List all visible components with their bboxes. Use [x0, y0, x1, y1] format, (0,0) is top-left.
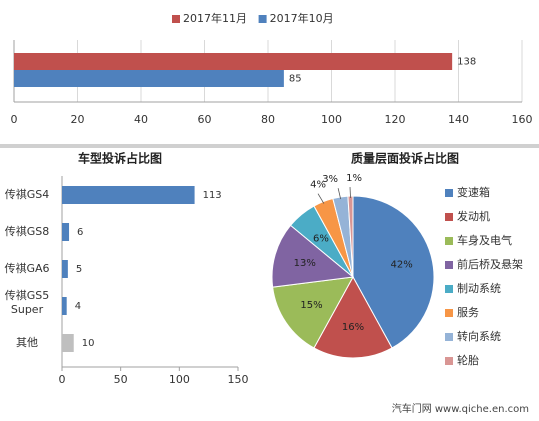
pie-value-label-0: 42%: [391, 260, 413, 271]
chart-title: 车型投诉占比图: [78, 151, 162, 166]
legend-swatch-2: [445, 237, 453, 245]
bar-value-label-1: 6: [77, 227, 83, 238]
x-tick-label-5: 100: [321, 113, 342, 126]
category-label-3: 传祺GS5 Super: [5, 289, 50, 316]
legend-label-0: 变速箱: [457, 185, 490, 199]
legend-swatch-1: [258, 15, 267, 23]
pie-slice-0: [352, 195, 435, 349]
monthly-complaints-chart: 2017年11月 2017年10月 0 20 40 60 80 100 120 140 160 138…: [11, 11, 533, 126]
pie-slice-1: [313, 275, 393, 359]
pie-value-label-2: 15%: [300, 300, 322, 311]
legend-label-2: 车身及电气: [457, 233, 512, 247]
legend-label-4: 制动系统: [457, 282, 501, 295]
pie-leader-line-7: [349, 187, 351, 199]
watermark-text: 汽车门网 www.qiche.en.com: [391, 404, 529, 415]
pie-slice-2: [272, 276, 354, 349]
x-tick-label-1: 20: [71, 113, 85, 126]
x-tick-label-0: 0: [11, 113, 18, 126]
legend-swatch-3: [445, 261, 453, 269]
pie-value-label-7: 1%: [346, 173, 362, 184]
bar-value-label-1: 85: [289, 74, 302, 85]
bar-series-0: [14, 53, 453, 70]
pie-value-label-6: 3%: [322, 174, 338, 185]
pie-value-label-3: 13%: [294, 258, 316, 269]
legend-swatch-1: [445, 213, 453, 221]
bar-value-label-4: 10: [82, 338, 95, 349]
x-tick-label-2: 40: [134, 113, 148, 126]
legend-swatch-0: [445, 189, 453, 197]
bar-4: [62, 334, 74, 352]
pie-leader-line-5: [317, 193, 325, 204]
bar-series-1: [14, 70, 284, 87]
legend-swatch-0: [172, 15, 180, 23]
section-divider: [0, 144, 539, 148]
category-label-1: 传祺GS8: [5, 225, 50, 238]
x-tick-label-4: 80: [261, 113, 275, 126]
pie-leader-line-6: [337, 188, 342, 200]
bar-value-label-3: 4: [75, 301, 81, 312]
bar-3: [62, 297, 67, 315]
legend-label-3: 前后桥及悬架: [457, 257, 523, 271]
pie-value-label-4: 6%: [313, 233, 329, 244]
legend-swatch-7: [445, 357, 453, 365]
legend-label-0: 2017年11月: [183, 11, 247, 25]
pie-value-label-1: 16%: [342, 322, 364, 333]
x-tick-label-2: 100: [169, 373, 190, 386]
chart-title: 质量层面投诉占比图: [351, 151, 459, 166]
bar-0: [62, 186, 195, 204]
model-complaint-chart: 车型投诉占比图 113 传祺GS4 6 传祺GS8 5 传祺GA6 4 传祺GS5 Super 10…: [4, 151, 249, 387]
category-label-0: 传祺GS4: [5, 188, 50, 201]
category-label-4: 其他: [16, 336, 38, 349]
x-tick-label-3: 150: [228, 373, 249, 386]
legend-label-7: 轮胎: [457, 353, 479, 367]
legend-label-5: 服务: [457, 306, 479, 319]
bar-value-label-0: 138: [457, 57, 476, 68]
x-tick-label-1: 50: [114, 373, 128, 386]
legend-label-1: 2017年10月: [270, 11, 334, 25]
x-tick-label-0: 0: [59, 373, 66, 386]
x-tick-label-7: 140: [448, 113, 469, 126]
x-tick-label-3: 60: [198, 113, 212, 126]
bar-value-label-2: 5: [76, 264, 82, 275]
legend-label-1: 发动机: [457, 209, 490, 223]
x-tick-label-6: 120: [385, 113, 406, 126]
legend-label-6: 转向系统: [457, 329, 501, 343]
quality-complaint-pie-chart: 质量层面投诉占比图 42% 16% 15% 13% 6% 4%3% 1% 变速箱发动机车身及电气…: [271, 151, 523, 367]
category-label-2: 传祺GA6: [4, 262, 49, 275]
legend-swatch-5: [445, 309, 453, 317]
bar-1: [62, 223, 70, 241]
bar-value-label-0: 113: [203, 190, 222, 201]
legend-swatch-4: [445, 285, 453, 293]
pie-slice-3: [271, 224, 355, 288]
pie-value-label-5: 4%: [310, 180, 326, 191]
legend-swatch-6: [445, 333, 453, 341]
x-tick-label-8: 160: [512, 113, 533, 126]
bar-2: [62, 260, 68, 278]
